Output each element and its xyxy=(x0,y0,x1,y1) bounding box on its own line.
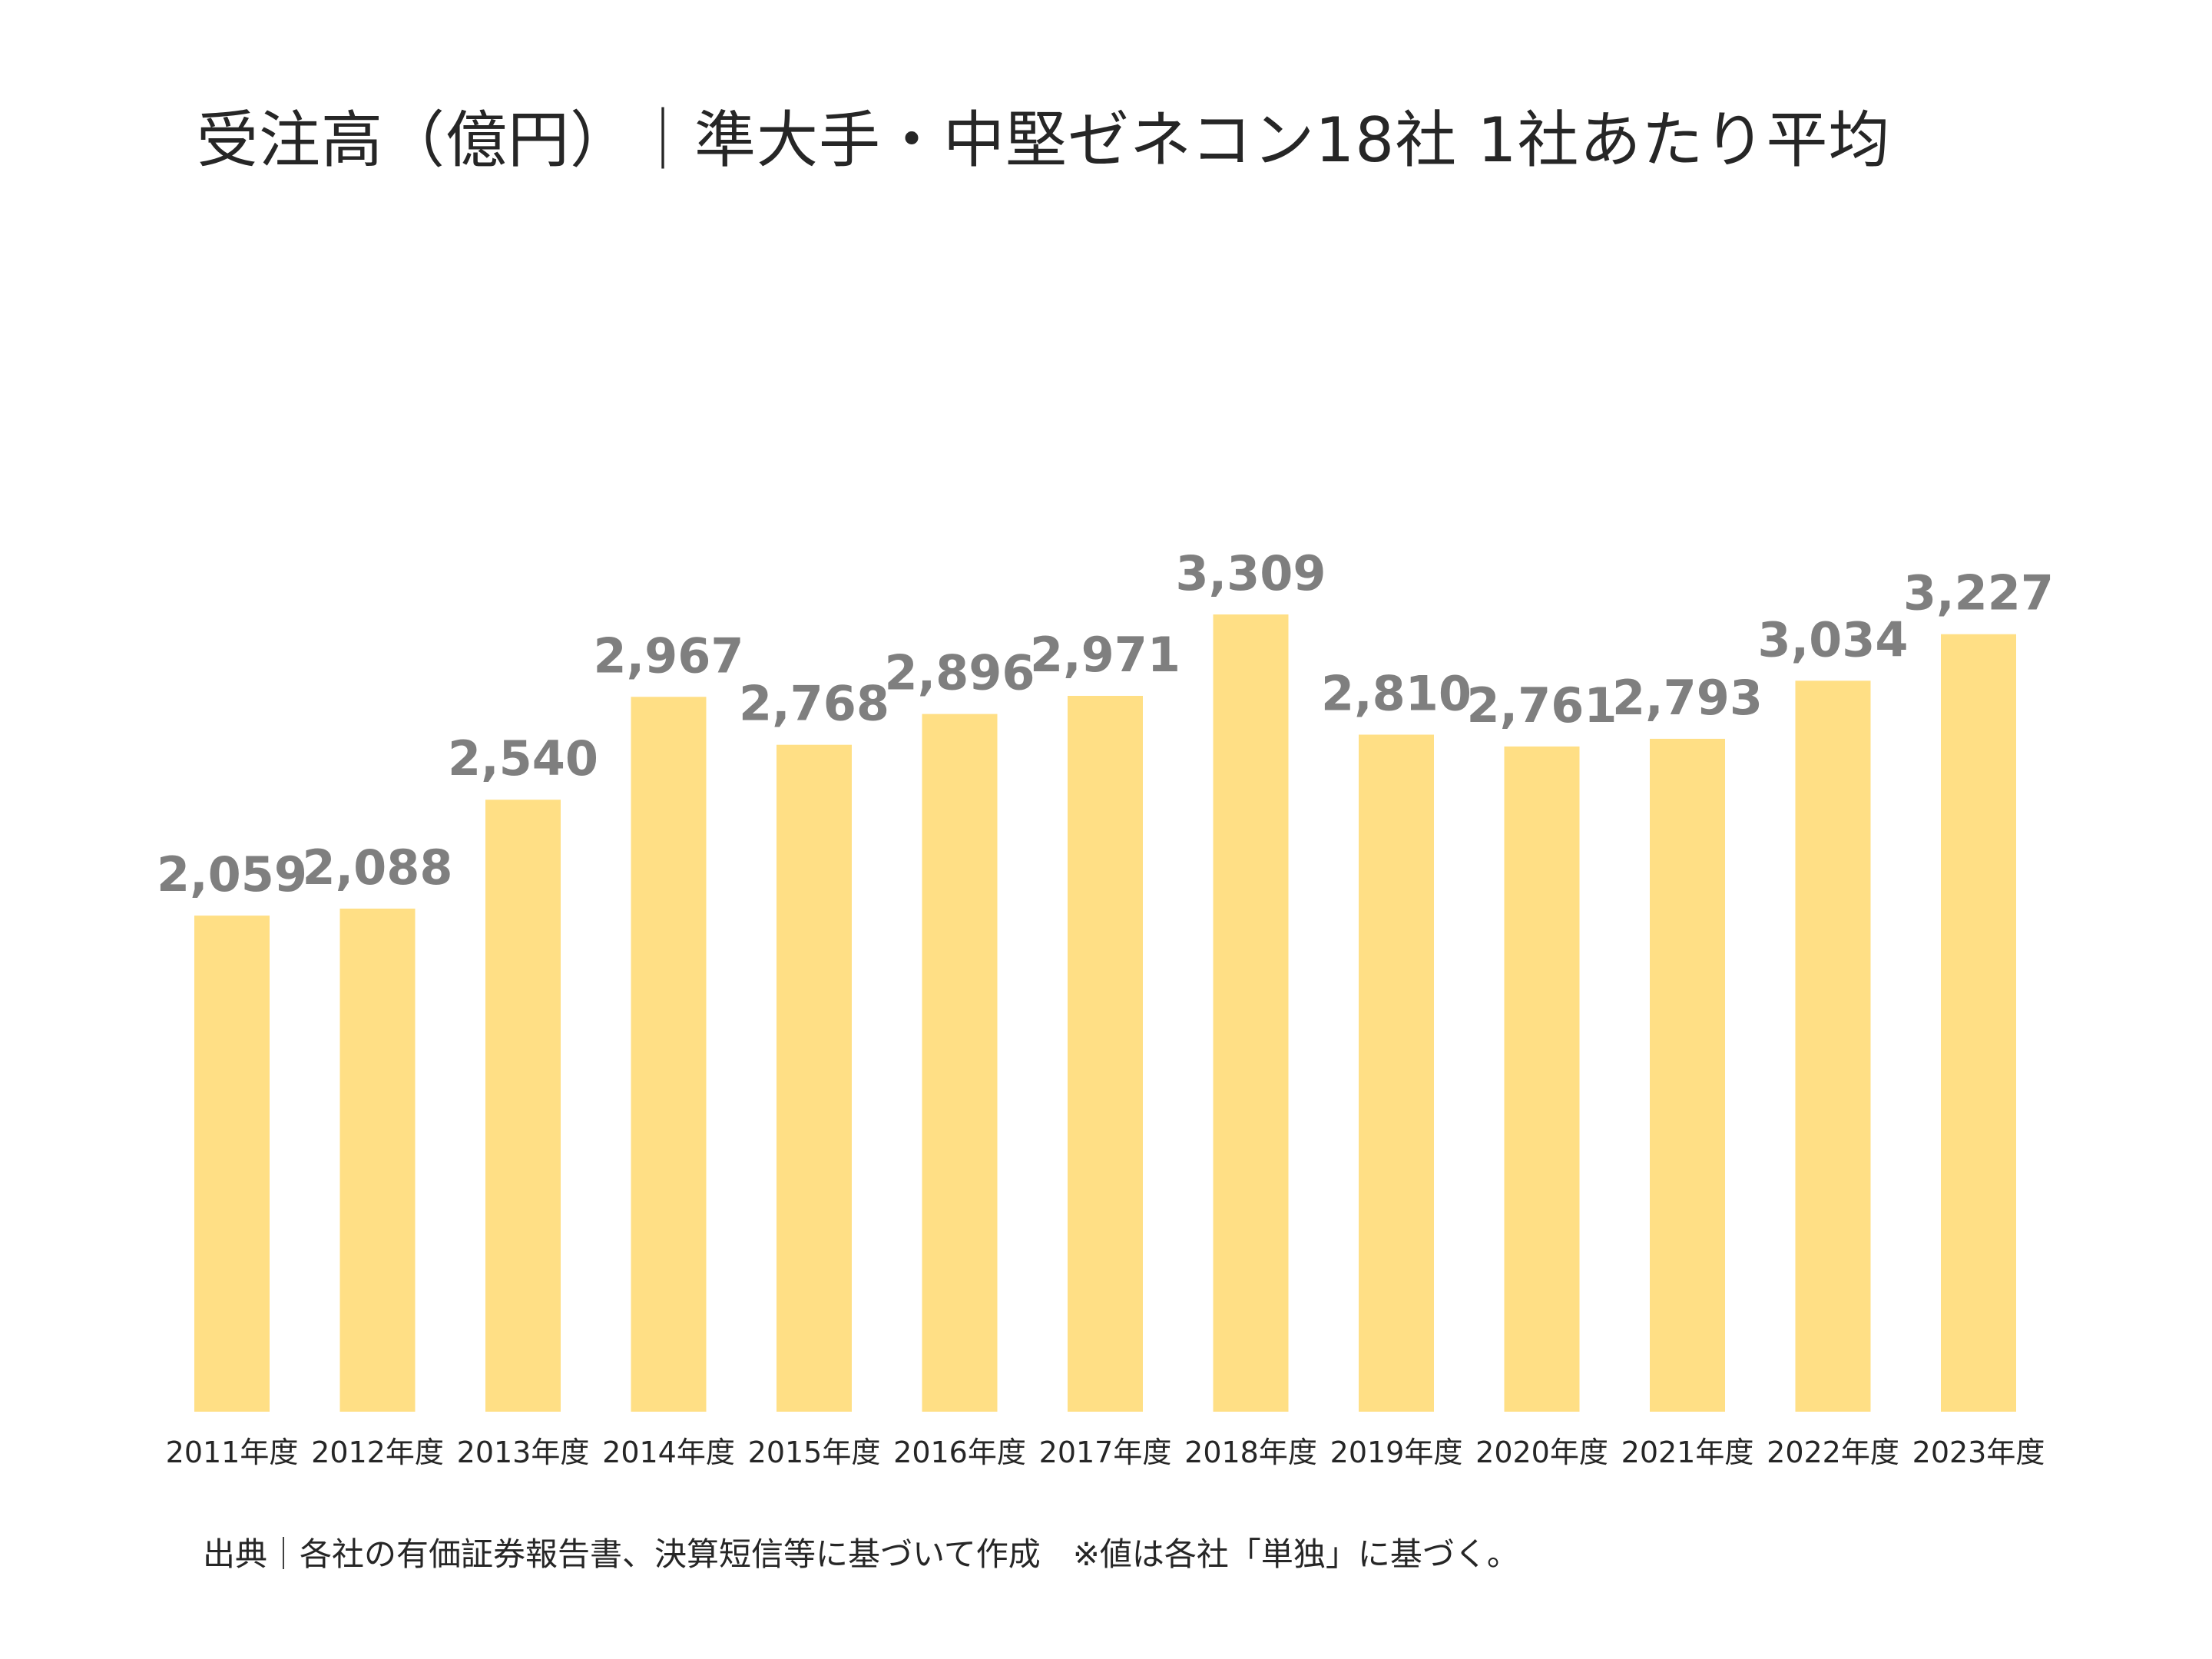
bar-2022年度 xyxy=(1795,680,1871,1412)
category-label: 2017年度 xyxy=(1039,1435,1172,1469)
value-label: 2,088 xyxy=(302,839,452,896)
category-label: 2022年度 xyxy=(1767,1435,1899,1469)
category-label: 2018年度 xyxy=(1184,1435,1317,1469)
bar-2016年度 xyxy=(922,714,998,1412)
value-label: 2,810 xyxy=(1321,666,1472,722)
category-label: 2016年度 xyxy=(893,1435,1026,1469)
category-labels-group: 2011年度 2012年度 2013年度 2014年度 2015年度 2016年度 2017… xyxy=(166,1435,2045,1469)
value-label: 2,540 xyxy=(448,730,598,786)
bar-2023年度 xyxy=(1941,634,2016,1412)
value-label: 2,967 xyxy=(593,628,743,684)
category-label: 2020年度 xyxy=(1475,1435,1608,1469)
value-label: 2,768 xyxy=(739,676,889,732)
bar-2015年度 xyxy=(777,744,852,1412)
bar-2013年度 xyxy=(485,800,561,1412)
category-label: 2013年度 xyxy=(457,1435,590,1469)
value-label: 3,034 xyxy=(1757,611,1908,667)
category-label: 2021年度 xyxy=(1621,1435,1754,1469)
value-label: 2,761 xyxy=(1466,677,1617,733)
bar-2017年度 xyxy=(1068,696,1143,1412)
bar-2011年度 xyxy=(194,916,270,1412)
category-label: 2012年度 xyxy=(311,1435,444,1469)
category-label: 2015年度 xyxy=(748,1435,881,1469)
category-label: 2011年度 xyxy=(166,1435,299,1469)
value-label: 2,896 xyxy=(884,645,1035,701)
source-note: 出典｜各社の有価証券報告書、決算短信等に基づいて作成 ※値は各社「単独」に基づく… xyxy=(203,1535,1519,1573)
bar-2012年度 xyxy=(339,909,416,1412)
value-label: 2,971 xyxy=(1030,627,1181,683)
value-label: 2,059 xyxy=(157,846,307,902)
category-label: 2023年度 xyxy=(1912,1435,2045,1469)
bar-2014年度 xyxy=(631,697,707,1412)
bar-2021年度 xyxy=(1650,738,1725,1412)
bar-2019年度 xyxy=(1359,734,1434,1412)
bar-2020年度 xyxy=(1504,746,1580,1412)
category-label: 2019年度 xyxy=(1330,1435,1463,1469)
bar-2018年度 xyxy=(1213,614,1289,1412)
category-label: 2014年度 xyxy=(602,1435,735,1469)
bars-group xyxy=(194,614,2016,1412)
value-label: 3,227 xyxy=(1903,565,2054,621)
value-label: 3,309 xyxy=(1175,545,1326,601)
value-label: 2,793 xyxy=(1612,670,1763,726)
chart-title: 受注高（億円）｜準大手・中堅ゼネコン18社 1社あたり平均 xyxy=(197,104,1891,176)
